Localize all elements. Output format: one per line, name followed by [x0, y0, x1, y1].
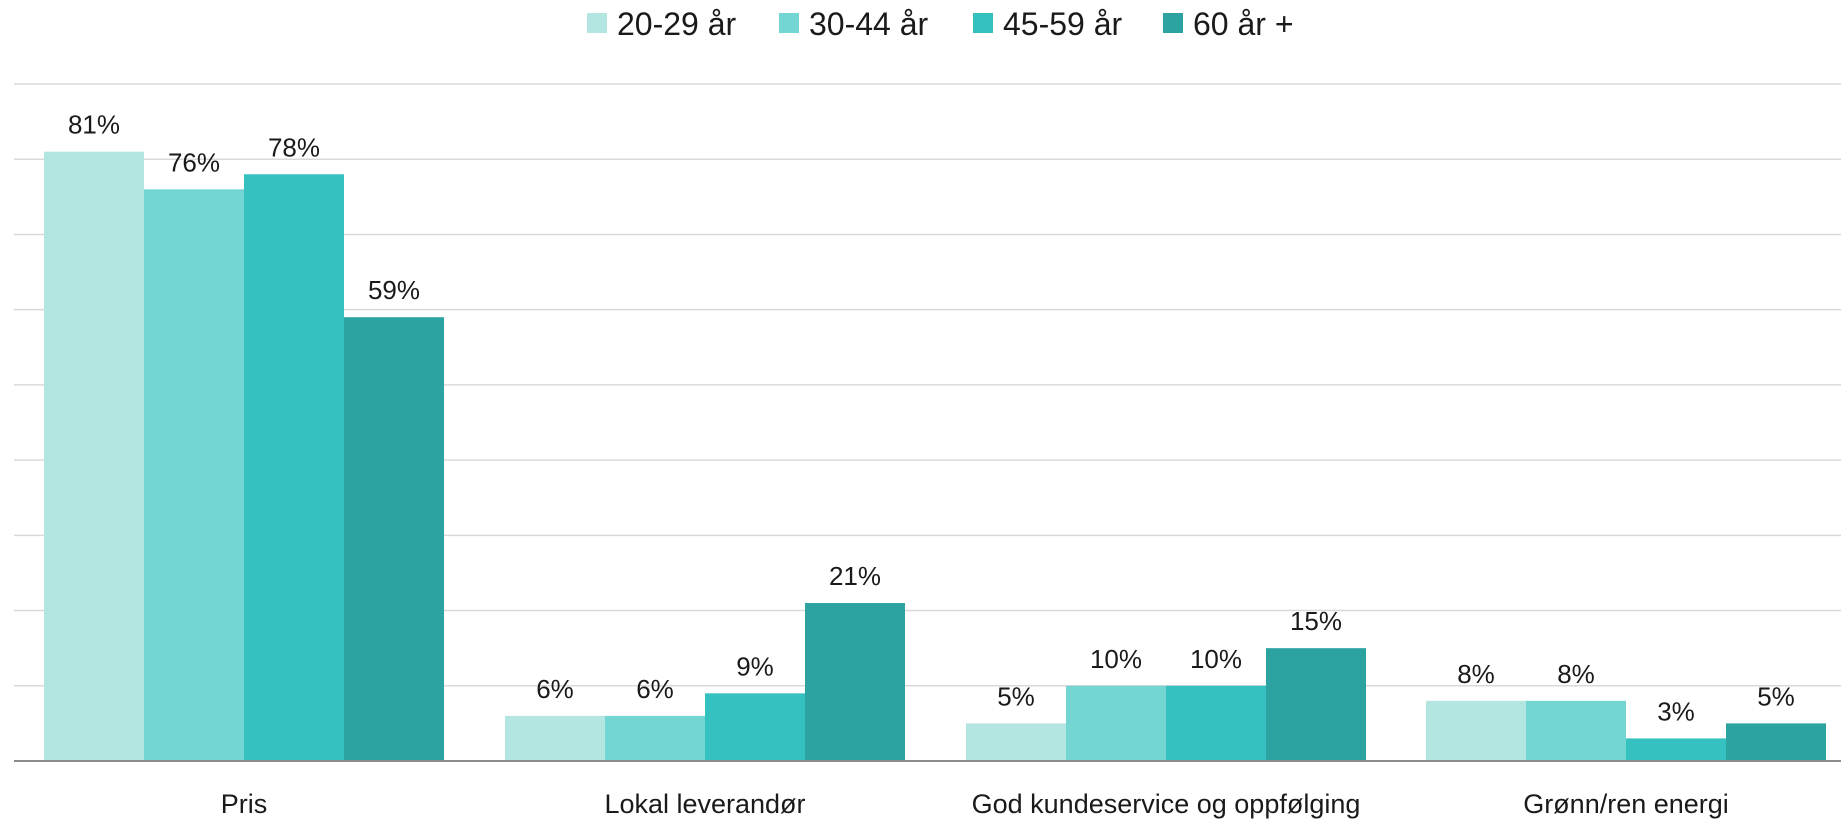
data-label: 10%	[1190, 644, 1242, 674]
bar	[1726, 723, 1826, 761]
bars	[44, 151, 1826, 762]
data-label: 10%	[1090, 644, 1142, 674]
bar	[1526, 700, 1626, 761]
category-label: Pris	[221, 789, 268, 819]
bar	[344, 317, 444, 761]
data-label: 8%	[1457, 659, 1495, 689]
category-label: God kundeservice og oppfølging	[972, 789, 1361, 819]
data-label: 76%	[168, 147, 220, 177]
data-label: 21%	[829, 561, 881, 591]
bar	[705, 693, 805, 761]
category-labels: Pris Lokal leverandør God kundeservice og …	[221, 789, 1729, 819]
data-label: 5%	[997, 681, 1035, 711]
data-label: 5%	[1757, 681, 1795, 711]
bar	[1426, 700, 1526, 761]
data-label: 78%	[268, 132, 320, 162]
bar	[44, 151, 144, 761]
legend-label: 45-59 år	[1003, 6, 1123, 42]
data-label: 15%	[1290, 606, 1342, 636]
legend-swatch	[587, 13, 607, 33]
legend: 20-29 år 30-44 år 45-59 år 60 år +	[587, 6, 1294, 42]
data-label: 3%	[1657, 696, 1695, 726]
bar	[505, 715, 605, 761]
data-label: 59%	[368, 275, 420, 305]
bar	[805, 603, 905, 761]
data-label: 6%	[636, 674, 674, 704]
legend-label: 60 år +	[1193, 6, 1294, 42]
data-label: 8%	[1557, 659, 1595, 689]
legend-swatch	[1163, 13, 1183, 33]
legend-swatch	[779, 13, 799, 33]
bar	[144, 189, 244, 762]
bar	[605, 715, 705, 761]
data-label: 9%	[736, 651, 774, 681]
bar	[1626, 738, 1726, 761]
legend-label: 20-29 år	[617, 6, 737, 42]
bar	[244, 174, 344, 761]
category-label: Grønn/ren energi	[1523, 789, 1729, 819]
bar	[1066, 685, 1166, 761]
legend-swatch	[973, 13, 993, 33]
category-label: Lokal leverandør	[604, 789, 805, 819]
bar	[1166, 685, 1266, 761]
legend-label: 30-44 år	[809, 6, 929, 42]
bar	[966, 723, 1066, 761]
data-label: 6%	[536, 674, 574, 704]
bar	[1266, 648, 1366, 761]
data-label: 81%	[68, 110, 120, 140]
value-labels: 81% 76% 78% 59% 6% 6% 9% 21% 5% 10% 10% 15% 8% 8% 3% 5%	[68, 110, 1795, 727]
